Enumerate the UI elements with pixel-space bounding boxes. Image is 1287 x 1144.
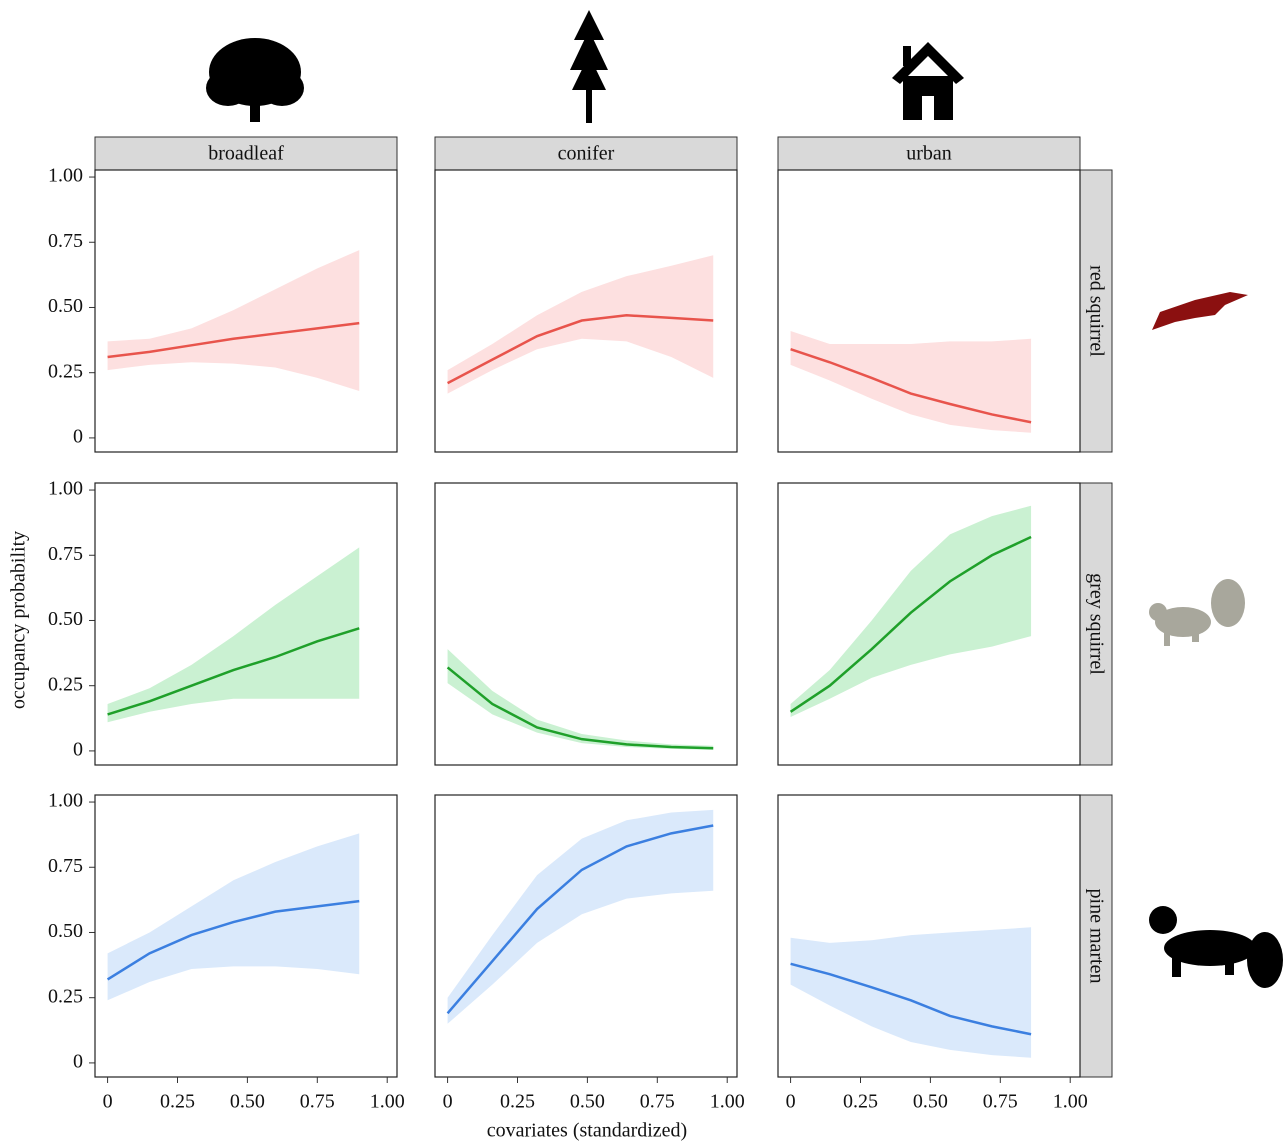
line — [106, 899, 360, 981]
x-tick-label: 0 — [786, 1091, 796, 1113]
x-axis-label: covariates (standardized) — [487, 1120, 687, 1142]
confidence-band — [790, 330, 1032, 433]
confidence-band — [107, 547, 360, 723]
strip — [434, 136, 738, 171]
x-tick-label: 0.50 — [230, 1091, 265, 1113]
row-label: pine marten — [1085, 889, 1107, 984]
column-label: conifer — [558, 143, 615, 165]
strip — [1077, 169, 1113, 453]
y-tick-label: 0 — [73, 1051, 83, 1073]
column-label: broadleaf — [208, 143, 284, 165]
x-tick-label: 0.50 — [913, 1091, 948, 1113]
y-tick-label: 0.75 — [48, 543, 83, 565]
panel — [434, 482, 738, 766]
line — [790, 348, 1032, 424]
strip — [1077, 794, 1113, 1078]
column-label: urban — [906, 143, 952, 165]
icon-red-squirrel — [1152, 292, 1248, 330]
y-tick-label: 0.50 — [48, 295, 83, 317]
y-tick-label: 0.75 — [48, 855, 83, 877]
confidence-band — [790, 927, 1032, 1058]
line — [446, 666, 714, 750]
y-tick-label: 0.25 — [48, 985, 83, 1007]
icon-conifer-tree — [570, 10, 608, 123]
confidence-band — [107, 250, 360, 391]
x-tick-label: 0 — [103, 1091, 113, 1113]
y-tick-label: 1.00 — [48, 478, 83, 500]
strip — [777, 136, 1081, 171]
line — [107, 321, 360, 359]
x-tick-label: 0.75 — [300, 1091, 335, 1113]
confidence-band — [447, 809, 714, 1024]
x-tick-label: 0.75 — [983, 1091, 1018, 1113]
x-tick-label: 0 — [443, 1091, 453, 1113]
line — [447, 314, 714, 385]
x-tick-label: 0.25 — [500, 1091, 535, 1113]
y-tick-label: 1.00 — [48, 165, 83, 187]
y-axis-label: occupancy probability — [8, 531, 30, 709]
y-tick-label: 0 — [73, 739, 83, 761]
x-tick-label: 0.50 — [570, 1091, 605, 1113]
line — [790, 962, 1032, 1036]
icon-grey-squirrel — [1149, 579, 1245, 646]
strip — [1077, 482, 1113, 766]
x-tick-label: 1.00 — [370, 1091, 405, 1113]
line — [107, 627, 360, 716]
y-tick-label: 0.75 — [48, 230, 83, 252]
row-label: red squirrel — [1085, 265, 1107, 357]
confidence-band — [447, 255, 714, 394]
y-tick-label: 0.25 — [48, 360, 83, 382]
row-label: grey squirrel — [1085, 573, 1107, 675]
x-tick-label: 0.25 — [843, 1091, 878, 1113]
confidence-band — [447, 649, 714, 750]
x-tick-label: 0.75 — [640, 1091, 675, 1113]
x-tick-label: 1.00 — [1053, 1091, 1088, 1113]
icon-pine-marten — [1149, 906, 1283, 988]
line — [789, 535, 1032, 713]
confidence-band — [107, 833, 360, 1001]
strip — [94, 136, 398, 171]
icon-broadleaf-tree — [206, 38, 304, 122]
y-tick-label: 0.50 — [48, 920, 83, 942]
x-tick-label: 1.00 — [710, 1091, 745, 1113]
y-tick-label: 0.25 — [48, 673, 83, 695]
x-tick-label: 0.25 — [160, 1091, 195, 1113]
y-tick-label: 0.50 — [48, 608, 83, 630]
y-tick-label: 0 — [73, 426, 83, 448]
line — [446, 824, 714, 1015]
y-tick-label: 1.00 — [48, 790, 83, 812]
icon-house — [892, 42, 964, 120]
